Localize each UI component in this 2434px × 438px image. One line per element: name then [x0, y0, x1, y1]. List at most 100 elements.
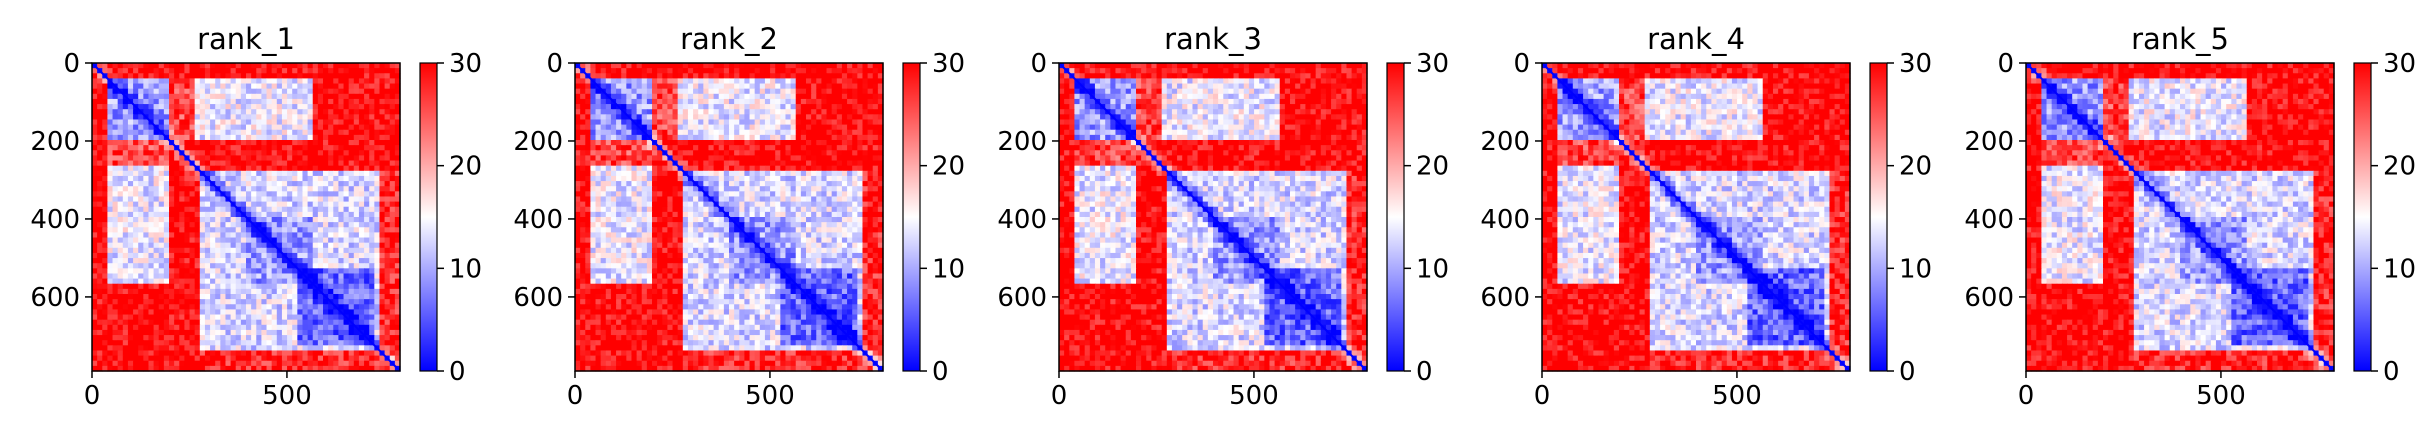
heatmap-cell [225, 155, 232, 162]
heatmap-cell [292, 273, 298, 280]
heatmap-cell [112, 165, 119, 172]
heatmap-cell [184, 350, 191, 357]
heatmap-cell [657, 170, 663, 177]
heatmap-cell [204, 170, 211, 177]
heatmap-cell [358, 114, 365, 121]
heatmap-cell [117, 140, 124, 146]
heatmap-cell [857, 88, 864, 95]
heatmap-cell [117, 365, 124, 372]
heatmap-cell [698, 165, 704, 172]
heatmap-cell [102, 140, 108, 146]
heatmap-cell [343, 283, 350, 290]
heatmap-cell [621, 140, 627, 146]
heatmap-cell [302, 83, 309, 90]
heatmap-cell [317, 119, 324, 126]
heatmap-cell [220, 119, 227, 126]
heatmap-cell [775, 155, 781, 162]
heatmap-cell [184, 227, 191, 233]
heatmap-cell [729, 83, 735, 90]
heatmap-cell [153, 309, 160, 316]
heatmap-cell [266, 319, 273, 326]
heatmap-cell [133, 196, 139, 203]
heatmap-cell [718, 104, 725, 110]
heatmap-cell [271, 329, 278, 336]
heatmap-cell [358, 201, 365, 208]
heatmap-cell [826, 165, 833, 172]
heatmap-cell [163, 98, 170, 105]
heatmap-cell [143, 273, 150, 280]
heatmap-cell [580, 109, 586, 115]
heatmap-cell [163, 294, 170, 300]
heatmap-cell [323, 175, 329, 182]
heatmap-cell [600, 98, 607, 105]
heatmap-cell [836, 119, 843, 126]
heatmap-cell [292, 150, 298, 156]
heatmap-cell [775, 78, 781, 85]
heatmap-cell [107, 304, 114, 310]
heatmap-cell [215, 93, 221, 100]
heatmap-cell [261, 247, 268, 254]
heatmap-cell [230, 109, 237, 115]
heatmap-cell [338, 258, 345, 264]
heatmap-cell [174, 68, 180, 74]
heatmap-cell [384, 63, 391, 69]
heatmap-cell [281, 170, 288, 177]
heatmap-cell [92, 217, 98, 223]
heatmap-cell [374, 242, 381, 249]
heatmap-cell [194, 329, 201, 336]
heatmap-cell [379, 247, 386, 254]
heatmap-cell [389, 232, 396, 239]
heatmap-cell [158, 155, 165, 162]
heatmap-cell [153, 78, 160, 85]
heatmap-cell [281, 114, 288, 121]
heatmap-cell [169, 150, 175, 156]
heatmap-cell [261, 140, 268, 146]
heatmap-cell [369, 232, 375, 239]
heatmap-cell [112, 78, 119, 85]
heatmap-cell [374, 63, 381, 69]
heatmap-cell [210, 201, 216, 208]
heatmap-cell [230, 165, 237, 172]
heatmap-cell [652, 109, 658, 115]
heatmap-cell [281, 134, 288, 141]
heatmap-cell [317, 294, 324, 300]
heatmap-cell [220, 350, 227, 357]
heatmap-cell [333, 78, 339, 85]
heatmap-cell [92, 170, 98, 177]
heatmap-cell [199, 73, 206, 79]
heatmap-cell [775, 63, 781, 69]
heatmap-cell [163, 181, 170, 187]
heatmap-cell [133, 309, 139, 316]
heatmap-cell [323, 345, 329, 352]
heatmap-cell [287, 181, 293, 187]
heatmap-cell [759, 63, 766, 69]
heatmap-cell [117, 273, 124, 280]
heatmap-cell [338, 160, 345, 167]
heatmap-cell [708, 140, 715, 146]
heatmap-cell [169, 114, 175, 121]
heatmap-cell [590, 145, 597, 151]
heatmap-cell [333, 140, 339, 146]
heatmap-cell [174, 258, 180, 264]
heatmap-cell [158, 360, 165, 367]
heatmap-cell [646, 114, 653, 121]
heatmap-cell [163, 160, 170, 167]
heatmap-cell [112, 340, 119, 346]
heatmap-cell [297, 247, 304, 254]
heatmap-cell [143, 186, 150, 192]
heatmap-cell [261, 258, 268, 264]
heatmap-cell [251, 160, 257, 167]
heatmap-cell [220, 186, 227, 192]
heatmap-cell [364, 365, 370, 372]
heatmap-cell [276, 268, 283, 275]
heatmap-cell [333, 170, 339, 177]
heatmap-cell [271, 63, 278, 69]
heatmap-cell [235, 186, 242, 192]
heatmap-cell [204, 206, 211, 213]
heatmap-cell [220, 206, 227, 213]
heatmap-cell [364, 134, 370, 141]
heatmap-cell [169, 222, 175, 228]
heatmap-cell [148, 258, 155, 264]
heatmap-cell [353, 227, 360, 233]
